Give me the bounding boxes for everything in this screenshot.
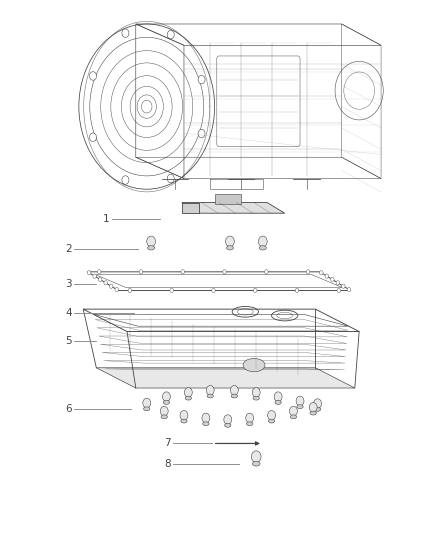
Circle shape (162, 392, 170, 401)
Circle shape (265, 270, 268, 274)
Text: 2: 2 (66, 244, 72, 254)
Circle shape (170, 288, 173, 293)
Circle shape (251, 451, 261, 463)
Circle shape (226, 236, 234, 247)
Circle shape (306, 270, 310, 274)
Ellipse shape (247, 422, 253, 426)
Ellipse shape (275, 400, 281, 405)
Circle shape (181, 270, 184, 274)
Circle shape (347, 287, 350, 292)
Circle shape (258, 236, 267, 247)
Circle shape (128, 288, 132, 293)
Circle shape (147, 236, 155, 247)
Circle shape (198, 75, 205, 84)
Bar (215, 194, 241, 204)
Circle shape (223, 270, 226, 274)
Circle shape (104, 281, 107, 285)
Ellipse shape (252, 462, 260, 466)
Ellipse shape (181, 419, 187, 423)
Circle shape (336, 281, 339, 285)
Text: 7: 7 (164, 439, 171, 448)
Circle shape (254, 288, 257, 293)
Circle shape (122, 29, 129, 37)
Circle shape (89, 133, 96, 141)
Text: 1: 1 (103, 214, 110, 223)
Ellipse shape (226, 246, 233, 250)
Circle shape (325, 274, 328, 278)
Circle shape (320, 271, 323, 275)
Circle shape (296, 396, 304, 406)
Ellipse shape (268, 419, 275, 423)
Circle shape (274, 392, 282, 401)
Circle shape (230, 385, 238, 395)
Circle shape (337, 288, 341, 293)
Circle shape (224, 415, 232, 424)
Ellipse shape (231, 394, 237, 398)
Circle shape (202, 413, 210, 423)
Ellipse shape (163, 400, 170, 405)
Circle shape (143, 398, 151, 408)
Circle shape (139, 270, 143, 274)
Circle shape (314, 399, 321, 408)
Text: 3: 3 (66, 279, 72, 288)
Circle shape (167, 174, 174, 183)
Circle shape (268, 410, 276, 420)
Ellipse shape (259, 246, 266, 250)
Circle shape (290, 406, 297, 416)
Circle shape (180, 410, 188, 420)
Polygon shape (96, 368, 355, 388)
Circle shape (252, 387, 260, 397)
Circle shape (184, 387, 192, 397)
Polygon shape (182, 203, 199, 213)
Circle shape (110, 284, 113, 288)
Circle shape (206, 385, 214, 395)
Text: 6: 6 (66, 404, 72, 414)
Circle shape (89, 72, 96, 80)
Ellipse shape (148, 246, 155, 250)
Circle shape (342, 284, 345, 288)
Ellipse shape (310, 411, 316, 415)
Circle shape (99, 277, 102, 281)
Ellipse shape (225, 423, 231, 427)
Ellipse shape (243, 358, 265, 372)
Circle shape (122, 176, 129, 184)
Ellipse shape (253, 396, 259, 400)
Ellipse shape (314, 407, 321, 411)
Ellipse shape (207, 394, 213, 398)
Circle shape (160, 406, 168, 416)
Circle shape (331, 277, 334, 281)
Text: 5: 5 (66, 336, 72, 346)
Ellipse shape (290, 415, 297, 419)
Ellipse shape (144, 407, 150, 411)
Circle shape (212, 288, 215, 293)
Circle shape (97, 270, 101, 274)
Ellipse shape (297, 405, 303, 409)
Circle shape (198, 130, 205, 138)
Circle shape (115, 287, 118, 292)
Circle shape (93, 274, 96, 278)
Circle shape (167, 30, 174, 39)
Ellipse shape (203, 422, 209, 426)
Circle shape (246, 413, 254, 423)
Circle shape (309, 402, 317, 412)
Text: 8: 8 (164, 459, 171, 469)
Text: 4: 4 (66, 308, 72, 318)
Polygon shape (182, 203, 285, 213)
Ellipse shape (161, 415, 167, 419)
Circle shape (88, 271, 91, 275)
Ellipse shape (185, 396, 191, 400)
Circle shape (295, 288, 299, 293)
